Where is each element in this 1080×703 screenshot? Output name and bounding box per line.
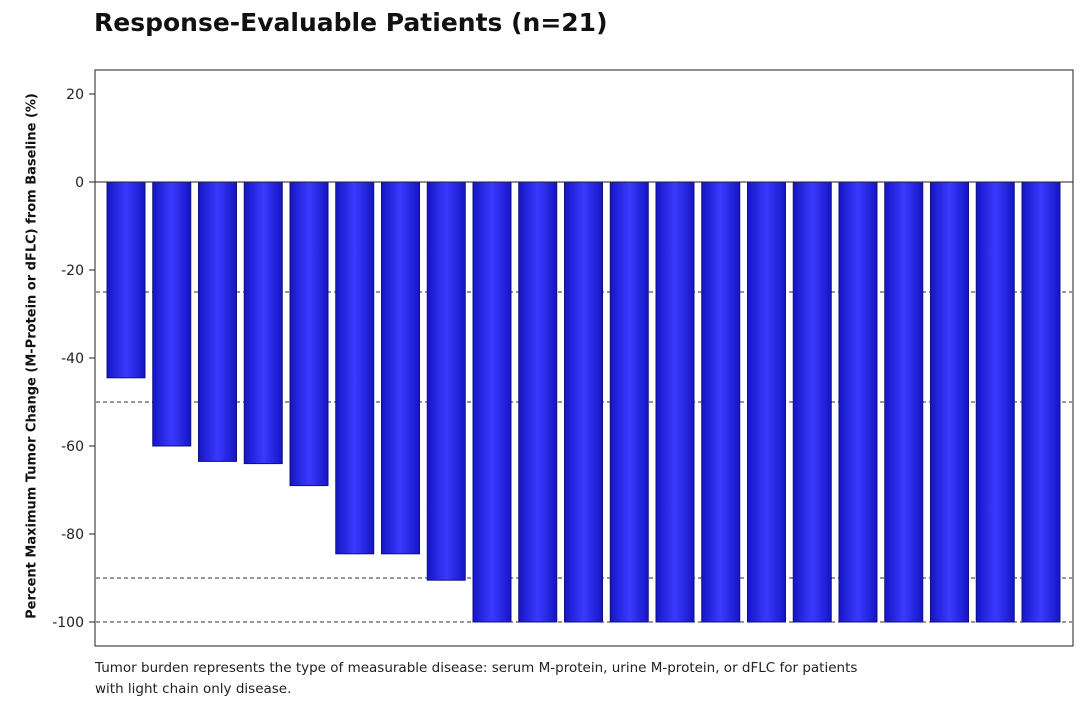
y-tick-label: -100 — [52, 615, 84, 631]
bar — [609, 181, 649, 623]
y-tick-label: 0 — [75, 175, 84, 191]
footnote-line-1: Tumor burden represents the type of meas… — [95, 660, 858, 676]
bar — [152, 181, 192, 447]
bar — [747, 181, 786, 623]
y-tick-label: 20 — [66, 87, 84, 103]
bar — [1021, 181, 1061, 623]
bar — [426, 181, 466, 581]
y-axis-ticks: 20 0 -20 -40 -60 -80 -100 — [52, 87, 95, 631]
y-tick-label: -20 — [61, 263, 84, 279]
footnote: Tumor burden represents the type of meas… — [95, 658, 995, 700]
bar — [518, 181, 558, 623]
bars — [106, 181, 1061, 623]
bar — [335, 181, 375, 555]
bar — [381, 181, 420, 555]
bar — [106, 181, 146, 379]
bar — [838, 181, 878, 623]
bar — [655, 181, 695, 623]
bar-chart: 20 0 -20 -40 -60 -80 -100 — [52, 69, 1074, 647]
footnote-line-2: with light chain only disease. — [95, 681, 292, 697]
bar — [564, 181, 603, 623]
bar — [289, 181, 329, 487]
bar — [701, 181, 741, 623]
y-tick-label: -80 — [61, 527, 84, 543]
chart-title: Response-Evaluable Patients (n=21) — [94, 8, 608, 37]
bar — [243, 181, 283, 465]
y-tick-label: -60 — [61, 439, 84, 455]
bar — [198, 181, 237, 462]
bar — [884, 181, 924, 623]
bar — [975, 181, 1015, 623]
bar — [472, 181, 512, 623]
bar — [792, 181, 832, 623]
y-tick-label: -40 — [61, 351, 84, 367]
bar — [930, 181, 969, 623]
